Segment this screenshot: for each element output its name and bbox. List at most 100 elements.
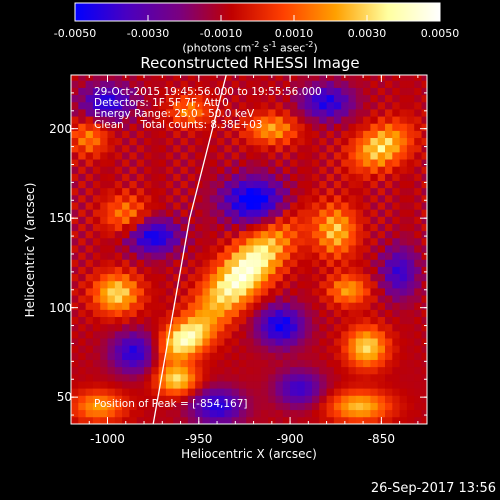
heatmap-cell <box>144 123 152 131</box>
heatmap-cell <box>414 373 422 382</box>
heatmap-cell <box>260 395 269 403</box>
heatmap-cell <box>341 123 349 131</box>
heatmap-cell <box>195 87 203 96</box>
heatmap-cell <box>260 101 269 110</box>
heatmap-cell <box>406 309 415 318</box>
heatmap-cell <box>224 87 233 96</box>
heatmap-cell <box>78 101 86 110</box>
heatmap-cell <box>122 87 130 96</box>
heatmap-cell <box>231 395 240 403</box>
heatmap-cell <box>348 266 357 275</box>
heatmap-cell <box>85 259 94 267</box>
heatmap-cell <box>275 295 284 303</box>
heatmap-cell <box>129 209 138 217</box>
heatmap-cell <box>326 187 335 196</box>
heatmap-cell <box>370 259 379 267</box>
heatmap-cell <box>319 330 327 339</box>
heatmap-cell <box>144 101 152 110</box>
heatmap-cell <box>392 166 401 174</box>
heatmap-cell <box>268 266 276 275</box>
heatmap-cell <box>282 173 291 181</box>
heatmap-cell <box>114 109 123 117</box>
heatmap-cell <box>209 252 218 260</box>
heatmap-cell <box>85 230 94 239</box>
heatmap-cell <box>217 280 225 289</box>
heatmap-cell <box>355 130 364 139</box>
heatmap-cell <box>311 101 320 110</box>
heatmap-cell <box>260 338 269 346</box>
heatmap-cell <box>238 323 247 332</box>
heatmap-cell <box>311 137 320 146</box>
heatmap-cell <box>122 216 130 224</box>
heatmap-cell <box>129 166 138 174</box>
heatmap-cell <box>363 259 371 267</box>
heatmap-cell <box>297 373 306 382</box>
heatmap-cell <box>224 280 233 289</box>
heatmap-cell <box>282 80 291 88</box>
heatmap-cell <box>355 316 364 325</box>
heatmap-cell <box>275 366 284 375</box>
heatmap-cell <box>260 75 269 81</box>
heatmap-cell <box>319 388 327 396</box>
heatmap-cell <box>246 166 254 174</box>
heatmap-cell <box>114 287 123 296</box>
heatmap-cell <box>246 295 254 303</box>
heatmap-cell <box>165 359 174 368</box>
heatmap-cell <box>370 166 379 174</box>
heatmap-cell <box>268 116 276 124</box>
heatmap-cell <box>290 259 298 267</box>
heatmap-cell <box>224 109 233 117</box>
heatmap-cell <box>238 180 247 189</box>
heatmap-cell <box>326 180 335 189</box>
heatmap-cell <box>297 75 306 81</box>
heatmap-cell <box>246 75 254 81</box>
heatmap-cell <box>165 245 174 253</box>
heatmap-cell <box>238 123 247 131</box>
heatmap-cell <box>92 101 101 110</box>
heatmap-cell <box>92 151 101 160</box>
heatmap-cell <box>217 87 225 96</box>
heatmap-cell <box>100 237 108 246</box>
heatmap-cell <box>363 187 371 196</box>
heatmap-cell <box>406 273 415 282</box>
heatmap-cell <box>107 194 116 203</box>
heatmap-cell <box>231 381 240 389</box>
heatmap-cell <box>173 295 181 303</box>
heatmap-cell <box>195 109 203 117</box>
heatmap-cell <box>363 381 371 389</box>
heatmap-cell <box>414 302 422 310</box>
heatmap-cell <box>224 209 233 217</box>
heatmap-cell <box>114 202 123 210</box>
heatmap-cell <box>319 109 327 117</box>
heatmap-cell <box>253 323 262 332</box>
heatmap-cell <box>180 366 189 375</box>
heatmap-cell <box>319 409 327 418</box>
heatmap-cell <box>195 151 203 160</box>
heatmap-cell <box>348 330 357 339</box>
heatmap-cell <box>355 194 364 203</box>
heatmap-cell <box>217 309 225 318</box>
heatmap-cell <box>297 388 306 396</box>
heatmap-cell <box>414 409 422 418</box>
heatmap-cell <box>144 151 152 160</box>
heatmap-cell <box>100 330 108 339</box>
heatmap-cell <box>195 359 203 368</box>
heatmap-cell <box>180 395 189 403</box>
heatmap-cell <box>71 87 79 96</box>
heatmap-cell <box>78 187 86 196</box>
heatmap-cell <box>129 259 138 267</box>
heatmap-cell <box>180 280 189 289</box>
heatmap-cell <box>399 80 408 88</box>
heatmap-cell <box>238 75 247 81</box>
heatmap-cell <box>195 216 203 224</box>
heatmap-cell <box>78 259 86 267</box>
heatmap-cell <box>414 309 422 318</box>
heatmap-cell <box>341 330 349 339</box>
heatmap-cell <box>355 338 364 346</box>
heatmap-cell <box>122 273 130 282</box>
heatmap-cell <box>304 87 313 96</box>
heatmap-cell <box>129 273 138 282</box>
heatmap-cell <box>377 123 386 131</box>
heatmap-cell <box>136 388 145 396</box>
heatmap-cell <box>100 416 108 424</box>
